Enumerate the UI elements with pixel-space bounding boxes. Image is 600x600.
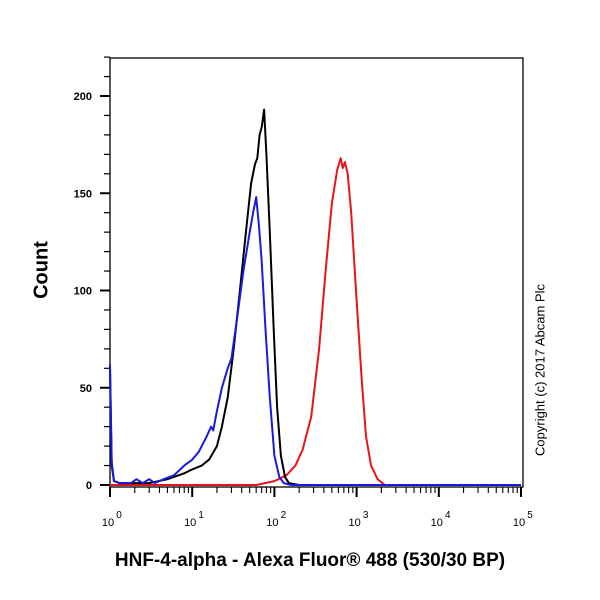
x-tick-exponent: 1 (198, 510, 204, 521)
x-tick-exponent: 3 (363, 510, 369, 521)
x-tick-exponent: 5 (527, 510, 533, 521)
series-line (110, 157, 521, 486)
copyright-notice: Copyright (c) 2017 Abcam Plc (532, 284, 548, 456)
x-tick-label: 10 (266, 517, 278, 529)
y-tick-label: 200 (74, 91, 92, 103)
x-tick-label: 10 (348, 517, 360, 529)
series-line (109, 196, 521, 486)
plot-frame (109, 57, 524, 488)
y-tick-label: 100 (74, 286, 92, 298)
y-tick-label: 150 (74, 188, 92, 200)
x-tick-label: 10 (184, 517, 196, 529)
x-tick-label: 10 (513, 517, 525, 529)
series-line (109, 108, 521, 486)
x-tick-label: 10 (431, 517, 443, 529)
x-tick-exponent: 2 (281, 510, 287, 521)
x-tick-label: 10 (102, 517, 114, 529)
x-tick-exponent: 4 (445, 510, 451, 521)
y-axis: 0 50 100 150 200 (74, 56, 110, 492)
x-tick-exponent: 0 (116, 510, 122, 521)
series-lines (109, 108, 521, 486)
y-tick-label: 50 (80, 383, 92, 395)
y-tick-label: 0 (86, 480, 92, 492)
x-axis-label: HNF-4-alpha - Alexa Fluor® 488 (530/30 B… (114, 550, 506, 571)
y-axis-label: Count (30, 241, 53, 299)
